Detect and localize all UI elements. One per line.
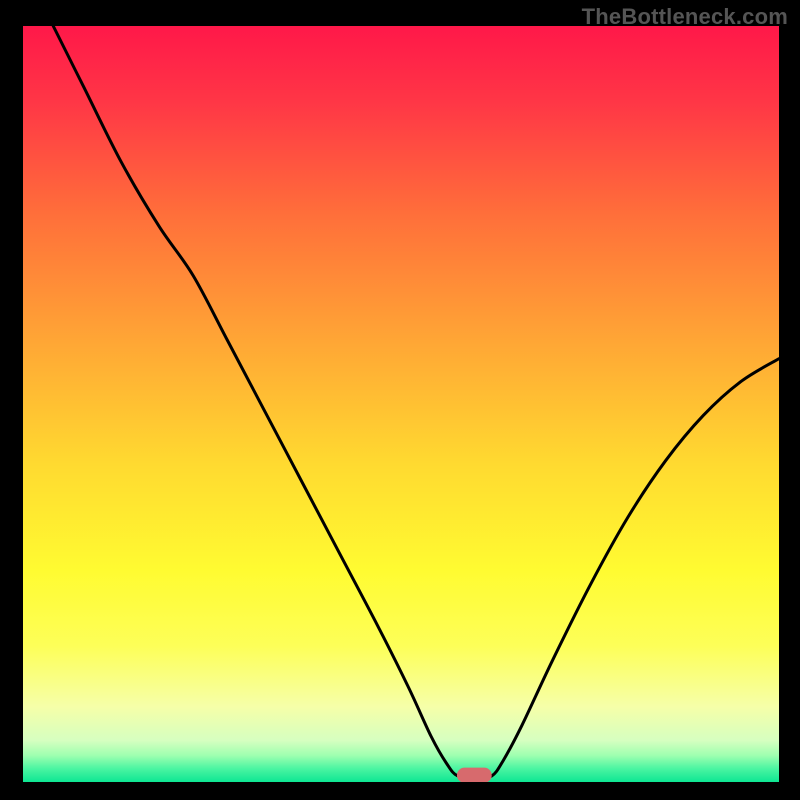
- gradient-background: [23, 26, 779, 782]
- plot-area: [23, 26, 779, 782]
- chart-svg: [23, 26, 779, 782]
- watermark-text: TheBottleneck.com: [582, 4, 788, 30]
- chart-container: TheBottleneck.com: [0, 0, 800, 800]
- optimal-marker: [457, 768, 492, 782]
